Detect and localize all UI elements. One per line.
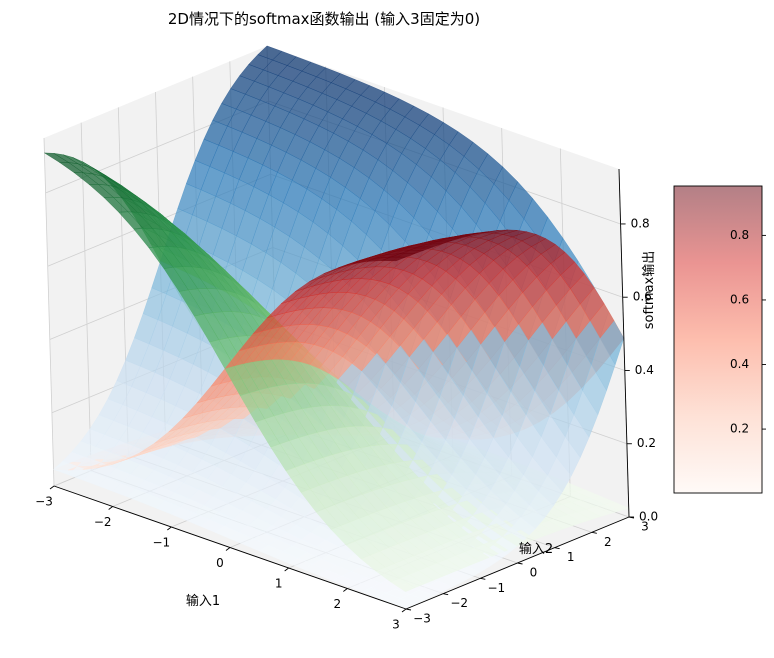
y-tick-label: −1	[487, 581, 505, 595]
x-tick	[343, 588, 348, 592]
y-tick-label: −2	[450, 596, 468, 610]
x-tick-label: 1	[275, 577, 283, 591]
y-tick-label: 1	[567, 550, 575, 564]
grid-line	[80, 122, 92, 471]
y-tick	[591, 531, 597, 534]
z-tick-label: 0.6	[633, 290, 652, 304]
surface-input2-patch	[390, 598, 416, 609]
z-axis-label: softmax输出	[641, 251, 657, 330]
x-tick-label: 3	[392, 618, 400, 632]
colorbar-tick-label: 0.2	[730, 422, 749, 436]
y-tick-label: −3	[413, 612, 431, 626]
y-tick	[517, 562, 523, 565]
x-tick	[225, 547, 231, 551]
surface-input1-patch	[196, 383, 221, 404]
x-tick-label: −2	[94, 515, 112, 529]
chart-title: 2D情况下的softmax函数输出 (输入3固定为0)	[168, 10, 480, 28]
x-tick-label: 0	[216, 556, 224, 570]
colorbar-ticks: 0.2 0.4 0.6 0.8	[730, 228, 766, 436]
x-tick-label: −3	[35, 495, 53, 509]
y-axis-label: 输入2	[519, 541, 553, 557]
colorbar-tick-label: 0.8	[730, 228, 749, 242]
z-tick-label: 0.0	[639, 510, 658, 524]
z-axis-line	[618, 168, 630, 518]
colorbar-tick-label: 0.6	[730, 292, 749, 306]
grid-line	[43, 137, 55, 487]
x-tick-label: −1	[152, 536, 170, 550]
colorbar-frame	[673, 185, 763, 494]
y-tick	[443, 593, 449, 596]
x-tick	[284, 567, 289, 572]
x-tick	[167, 526, 172, 531]
z-tick-label: 0.8	[631, 216, 650, 230]
z-tick-label: 0.4	[635, 363, 654, 377]
y-tick-label: 2	[604, 535, 612, 549]
colorbar: 0.2 0.4 0.6 0.8	[673, 185, 766, 494]
surfaces	[43, 45, 630, 609]
y-tick-label: 3	[641, 520, 649, 534]
z-tick-label: 0.2	[637, 436, 656, 450]
x-tick	[401, 608, 407, 613]
colorbar-tick-label: 0.4	[730, 357, 749, 371]
y-tick	[554, 547, 560, 550]
surface-input3-patch	[390, 577, 416, 592]
x-axis-label: 输入1	[186, 593, 220, 609]
x-tick-label: 2	[333, 597, 341, 611]
y-tick	[480, 577, 486, 580]
surface-input1-patch	[381, 256, 406, 262]
x-tick	[49, 485, 55, 490]
x-tick	[108, 506, 113, 510]
y-tick	[405, 608, 412, 611]
colorbar-gradient	[674, 186, 762, 493]
y-tick-label: 0	[530, 566, 538, 580]
